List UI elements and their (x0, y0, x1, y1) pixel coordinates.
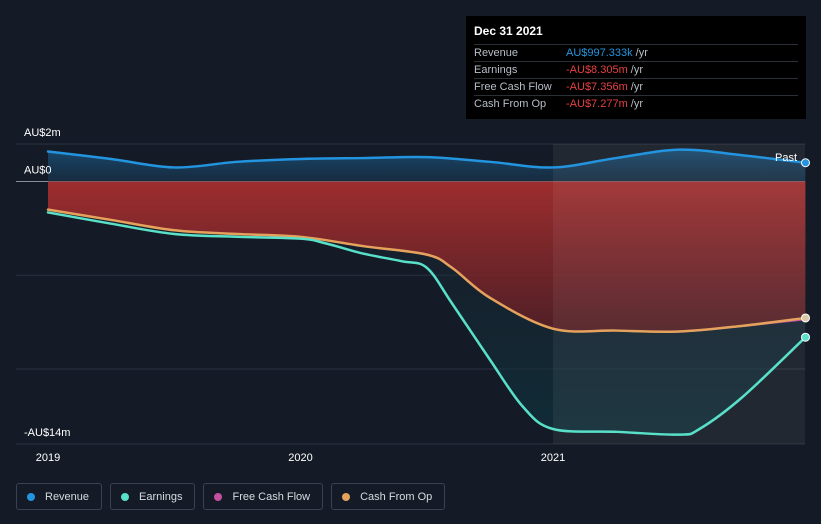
y-tick-label: AU$0 (24, 165, 52, 177)
legend-label: Cash From Op (360, 490, 433, 503)
end-point-marker (801, 332, 810, 342)
tooltip-row-revenue: Revenue AU$997.333k /yr (474, 44, 798, 61)
revenue-area (48, 149, 806, 182)
tooltip-label: Free Cash Flow (474, 81, 552, 93)
tooltip-unit: /yr (630, 98, 643, 110)
legend-label: Free Cash Flow (232, 490, 311, 503)
tooltip-unit: /yr (630, 81, 643, 93)
data-tooltip: Dec 31 2021 Revenue AU$997.333k /yr Earn… (466, 16, 806, 119)
cash-from-op-area (48, 181, 806, 332)
tooltip-value: -AU$8.305m (566, 64, 628, 76)
series-line-earnings (46, 211, 807, 436)
x-tick-label: 2020 (288, 452, 312, 464)
tooltip-date: Dec 31 2021 (474, 24, 543, 38)
legend-label: Revenue (45, 490, 90, 503)
legend-dot-icon (27, 492, 35, 501)
tooltip-row-cash-from-op: Cash From Op -AU$7.277m /yr (474, 95, 798, 112)
tooltip-value: -AU$7.356m (566, 81, 628, 93)
y-tick-label: -AU$14m (24, 427, 70, 439)
y-axis-labels: AU$2m AU$0 -AU$14m (24, 127, 70, 439)
tooltip-row-earnings: Earnings -AU$8.305m /yr (474, 61, 798, 78)
tooltip-unit: /yr (630, 64, 643, 76)
chart-legend: Revenue Earnings Free Cash Flow Cash Fro… (16, 483, 446, 510)
legend-dot-icon (214, 492, 223, 501)
legend-item-free-cash-flow[interactable]: Free Cash Flow (203, 483, 324, 510)
end-point-markers (801, 158, 810, 342)
legend-item-earnings[interactable]: Earnings (110, 483, 196, 510)
tooltip-row-free-cash-flow: Free Cash Flow -AU$7.356m /yr (474, 78, 798, 95)
legend-dot-icon (121, 492, 130, 501)
past-region-overlay (553, 144, 805, 444)
past-label: Past (775, 152, 797, 164)
chart-areas (48, 149, 806, 435)
legend-item-cash-from-op[interactable]: Cash From Op (331, 483, 446, 510)
end-point-marker (801, 313, 810, 323)
series-line-cash-from-op (46, 208, 807, 333)
x-tick-label: 2019 (36, 452, 60, 464)
chart-lines (46, 148, 807, 436)
tooltip-label: Earnings (474, 64, 518, 76)
tooltip-value: -AU$7.277m (566, 98, 628, 110)
tooltip-label: Revenue (474, 47, 519, 59)
y-tick-label: AU$2m (24, 127, 61, 139)
earnings-area (48, 209, 806, 435)
tooltip-label: Cash From Op (474, 98, 547, 110)
legend-item-revenue[interactable]: Revenue (16, 483, 103, 510)
tooltip-value: AU$997.333k (566, 47, 633, 59)
end-point-marker (801, 158, 810, 168)
x-axis-labels: 2019 2020 2021 (36, 452, 565, 464)
tooltip-unit: /yr (635, 47, 648, 59)
legend-dot-icon (342, 492, 351, 501)
x-tick-label: 2021 (541, 452, 565, 464)
legend-label: Earnings (139, 490, 183, 503)
series-line-revenue (46, 148, 807, 169)
